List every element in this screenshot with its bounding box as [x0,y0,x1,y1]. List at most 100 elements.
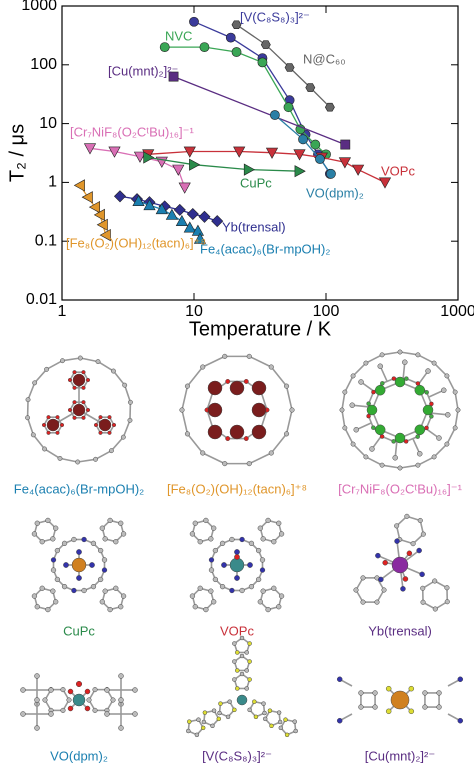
atom [229,557,245,573]
data-point [88,200,100,214]
data-point [108,146,121,158]
atom [50,588,56,594]
atom [360,575,366,581]
structure-label: VO(dpm)₂ [50,748,108,763]
data-point [225,32,236,43]
atom [416,547,422,554]
atom [45,606,51,613]
atom [336,676,343,683]
atom [284,383,290,389]
atom [72,370,77,375]
atom [207,402,223,418]
data-point [189,158,201,171]
atom [203,606,209,613]
atom [72,400,77,405]
atom [436,435,442,441]
data-point [133,151,147,163]
atom [41,422,47,428]
atom [247,659,252,664]
atom [424,425,429,431]
atom [246,353,252,359]
atom [374,424,386,436]
atom [432,578,438,584]
atom [234,575,240,581]
atom [53,525,59,531]
atom [31,531,38,537]
x-tick-label: 1000 [440,303,474,320]
structure-label: Yb(trensal) [368,623,432,638]
atom [452,425,458,431]
atom [85,407,91,413]
series-label: [Cr₇NiF₈(O₂CᵗBu)₁₆]⁻¹ [70,124,194,139]
atom [81,400,86,405]
atom [385,685,392,692]
bond [341,409,346,429]
atom [255,576,262,583]
atom [98,430,103,435]
data-point [96,218,108,231]
atom [211,599,217,605]
atom [436,690,442,696]
atom [113,539,119,545]
atom [284,732,290,738]
data-point [93,208,105,222]
data-point [172,164,185,176]
data-point [155,202,168,215]
atom [457,676,464,683]
atom [61,583,68,590]
atom [118,604,124,610]
atom [417,517,423,524]
atom [34,604,40,610]
atom [402,576,409,582]
atom [46,430,51,435]
atom [102,588,108,594]
data-point [143,151,155,164]
atom [127,417,133,423]
y-tick-label: 100 [30,56,57,73]
atom [118,520,124,526]
atom [239,653,245,659]
atom [110,368,116,374]
atom [363,454,369,460]
atom [81,536,87,543]
bond [181,409,189,435]
bond [206,409,214,428]
atom [289,407,295,413]
data-point [189,16,199,27]
data-point [113,190,127,203]
atom [247,707,252,713]
series-line [274,114,332,175]
atom [262,710,267,716]
data-point [305,83,316,92]
x-axis-label: Temperature / K [189,318,332,340]
atom [71,587,77,594]
atom [54,576,61,583]
atom [425,368,431,374]
plot-frame [61,5,459,301]
atom [72,385,77,390]
atom [404,513,410,519]
atom [419,571,425,578]
atom [107,517,113,524]
atom [50,567,57,573]
atom [371,425,376,430]
atom [422,704,428,710]
atom [225,436,231,441]
atom [60,707,66,713]
data-point [143,198,156,211]
atom [369,446,375,452]
atom [67,688,74,695]
atom [189,593,196,599]
series-label: Fe₄(acac)₆(Br-mpOH)₂ [200,241,330,256]
atom [20,687,26,693]
bond [80,357,99,363]
bond [381,351,401,356]
data-point [73,179,85,192]
atom [192,604,198,610]
atom [232,707,237,713]
atom [81,587,87,594]
data-point [338,157,352,169]
data-point [269,110,280,120]
atom [60,687,66,693]
bond [59,457,78,463]
